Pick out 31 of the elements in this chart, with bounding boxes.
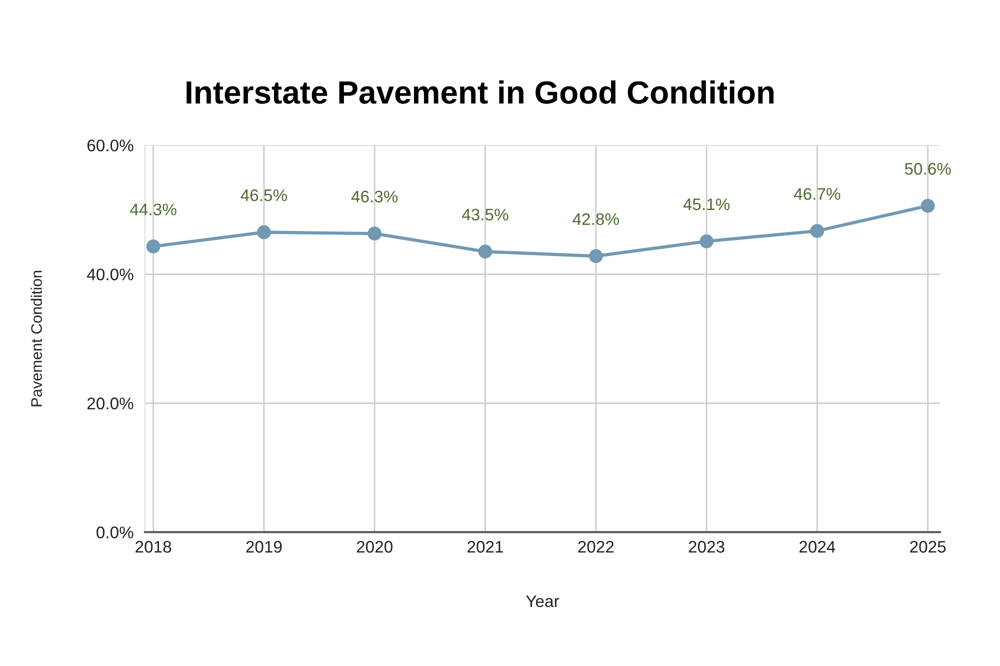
data-label: 46.7% <box>794 188 840 200</box>
y-tick-label: 60.0% <box>87 140 134 152</box>
x-axis-title: Year <box>526 596 560 608</box>
chart-title: Interstate Pavement in Good Condition <box>186 80 774 104</box>
point <box>478 244 492 259</box>
y-tick-label: 40.0% <box>87 268 134 280</box>
y-tick-label: 20.0% <box>87 398 134 410</box>
point <box>146 239 160 254</box>
data-label: 43.5% <box>462 208 508 221</box>
point <box>588 249 603 264</box>
point <box>257 225 271 240</box>
x-tick-label: 2021 <box>468 540 503 553</box>
data-label: 46.5% <box>240 189 287 202</box>
data-label: 50.6% <box>904 162 951 175</box>
point <box>700 234 714 248</box>
data-label: 46.3% <box>351 190 398 202</box>
y-tick-label: 0.0% <box>96 526 134 538</box>
x-tick-label: 2023 <box>688 540 724 553</box>
point <box>810 224 824 238</box>
x-tick-label: 2025 <box>910 540 946 553</box>
data-label: 44.3% <box>130 204 176 216</box>
data-label: 45.1% <box>683 198 730 210</box>
point <box>368 226 382 240</box>
x-tick-label: 2020 <box>356 540 392 553</box>
y-axis-title: Pavement Condition <box>30 270 42 406</box>
x-tick-label: 2019 <box>246 540 282 553</box>
point <box>920 198 935 213</box>
x-tick-label: 2018 <box>136 540 172 553</box>
x-tick-label: 2022 <box>578 540 614 553</box>
x-tick-label: 2024 <box>799 540 836 553</box>
data-label: 42.8% <box>572 213 619 226</box>
